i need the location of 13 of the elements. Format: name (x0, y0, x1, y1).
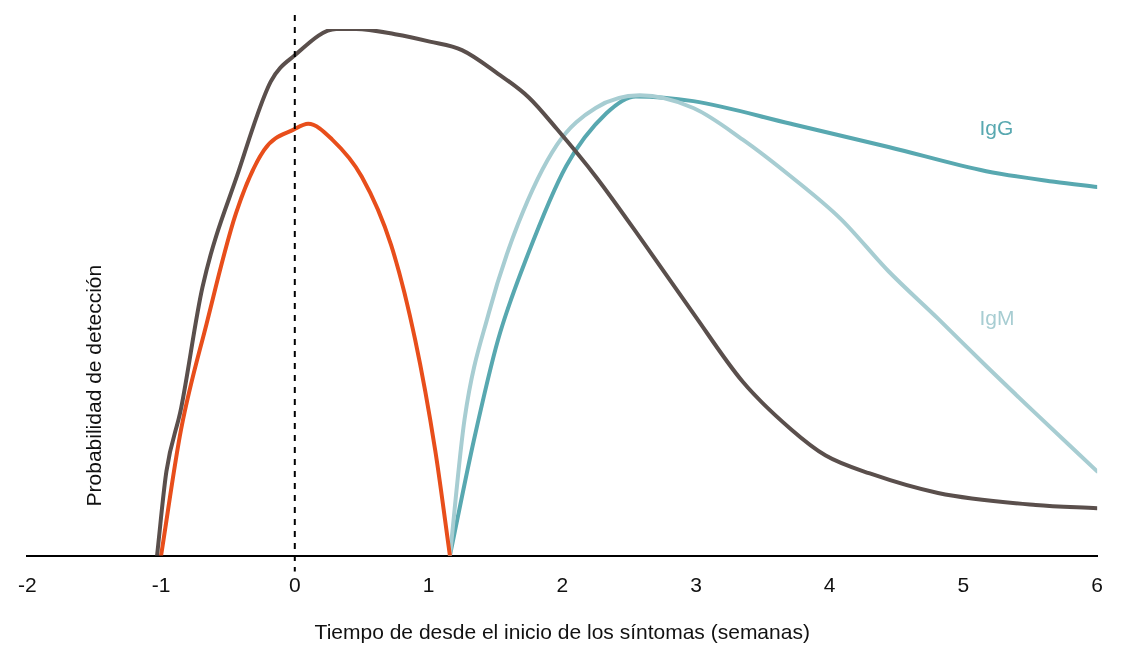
x-tick-label: 4 (823, 573, 836, 596)
x-tick-label: 3 (690, 573, 702, 596)
y-axis-title: Probabilidad de detección (82, 264, 106, 507)
x-tick-label: 6 (1091, 573, 1103, 596)
series-label: IgM (979, 306, 1015, 330)
x-tick-label: 1 (422, 573, 435, 596)
series-label: IgG (979, 116, 1014, 140)
x-tick-label: 0 (288, 573, 301, 596)
x-tick-label: 5 (957, 573, 970, 596)
x-tick-label: -2 (17, 573, 37, 596)
x-tick-label: -1 (151, 573, 171, 596)
x-axis-title: Tiempo de desde el inicio de los síntomas (semanas) (314, 620, 810, 644)
x-tick-label: 2 (556, 573, 569, 596)
